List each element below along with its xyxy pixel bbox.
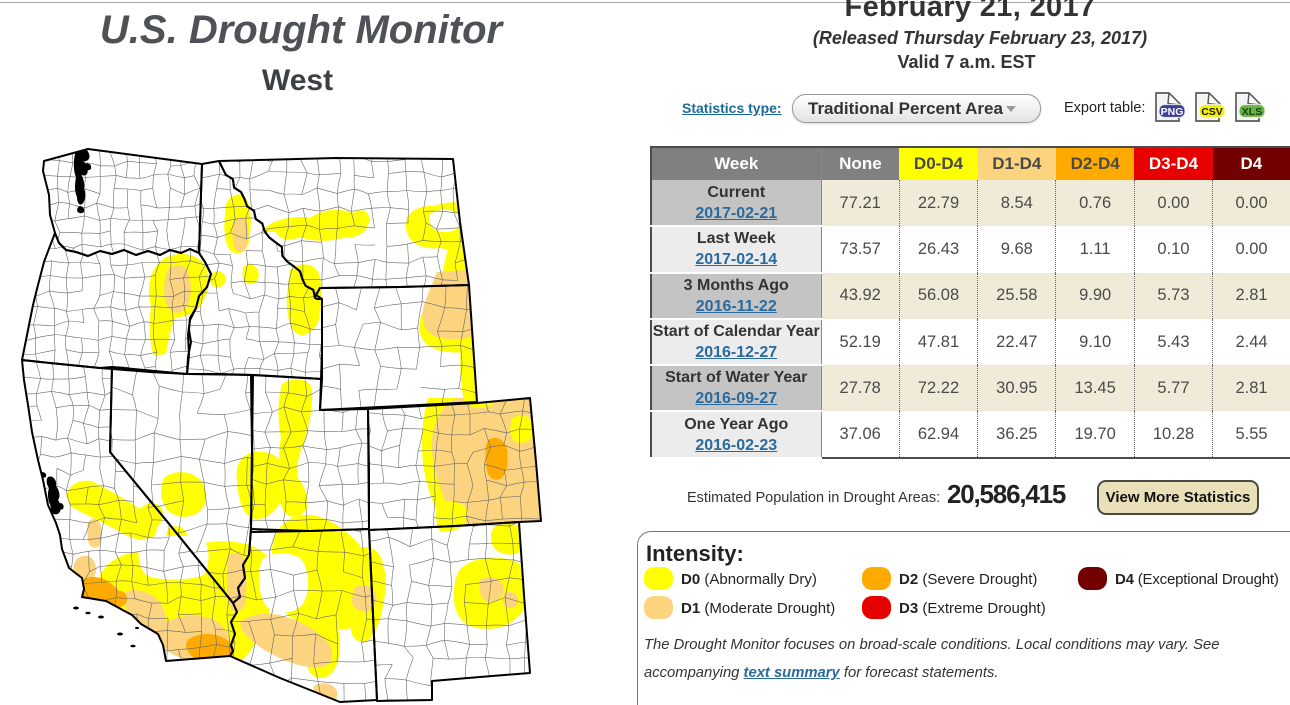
svg-text:PNG: PNG — [1161, 106, 1184, 118]
svg-text:CSV: CSV — [1201, 106, 1223, 118]
svg-text:XLS: XLS — [1242, 106, 1262, 118]
